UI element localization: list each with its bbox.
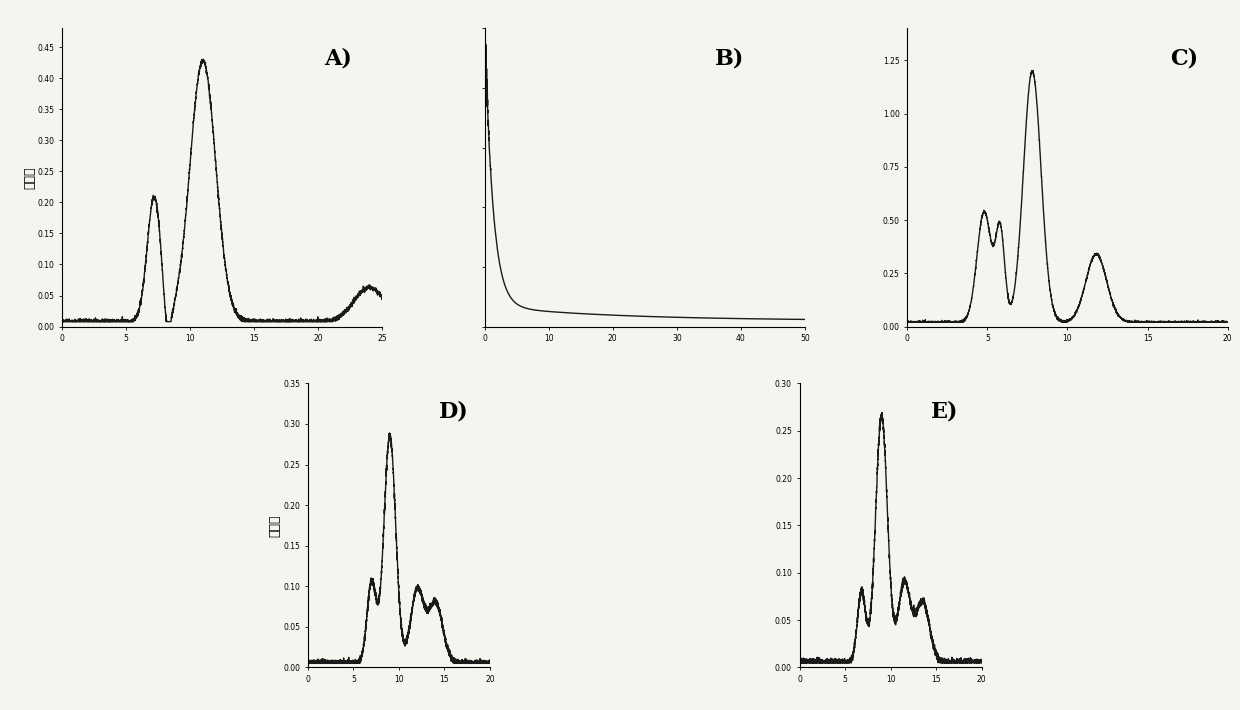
Y-axis label: 吸光度: 吸光度 <box>269 514 281 537</box>
Text: E): E) <box>931 400 959 422</box>
Y-axis label: 吸光度: 吸光度 <box>24 166 36 189</box>
Text: D): D) <box>439 400 469 422</box>
Text: C): C) <box>1171 47 1198 69</box>
Text: B): B) <box>715 47 745 69</box>
Text: A): A) <box>325 47 352 69</box>
